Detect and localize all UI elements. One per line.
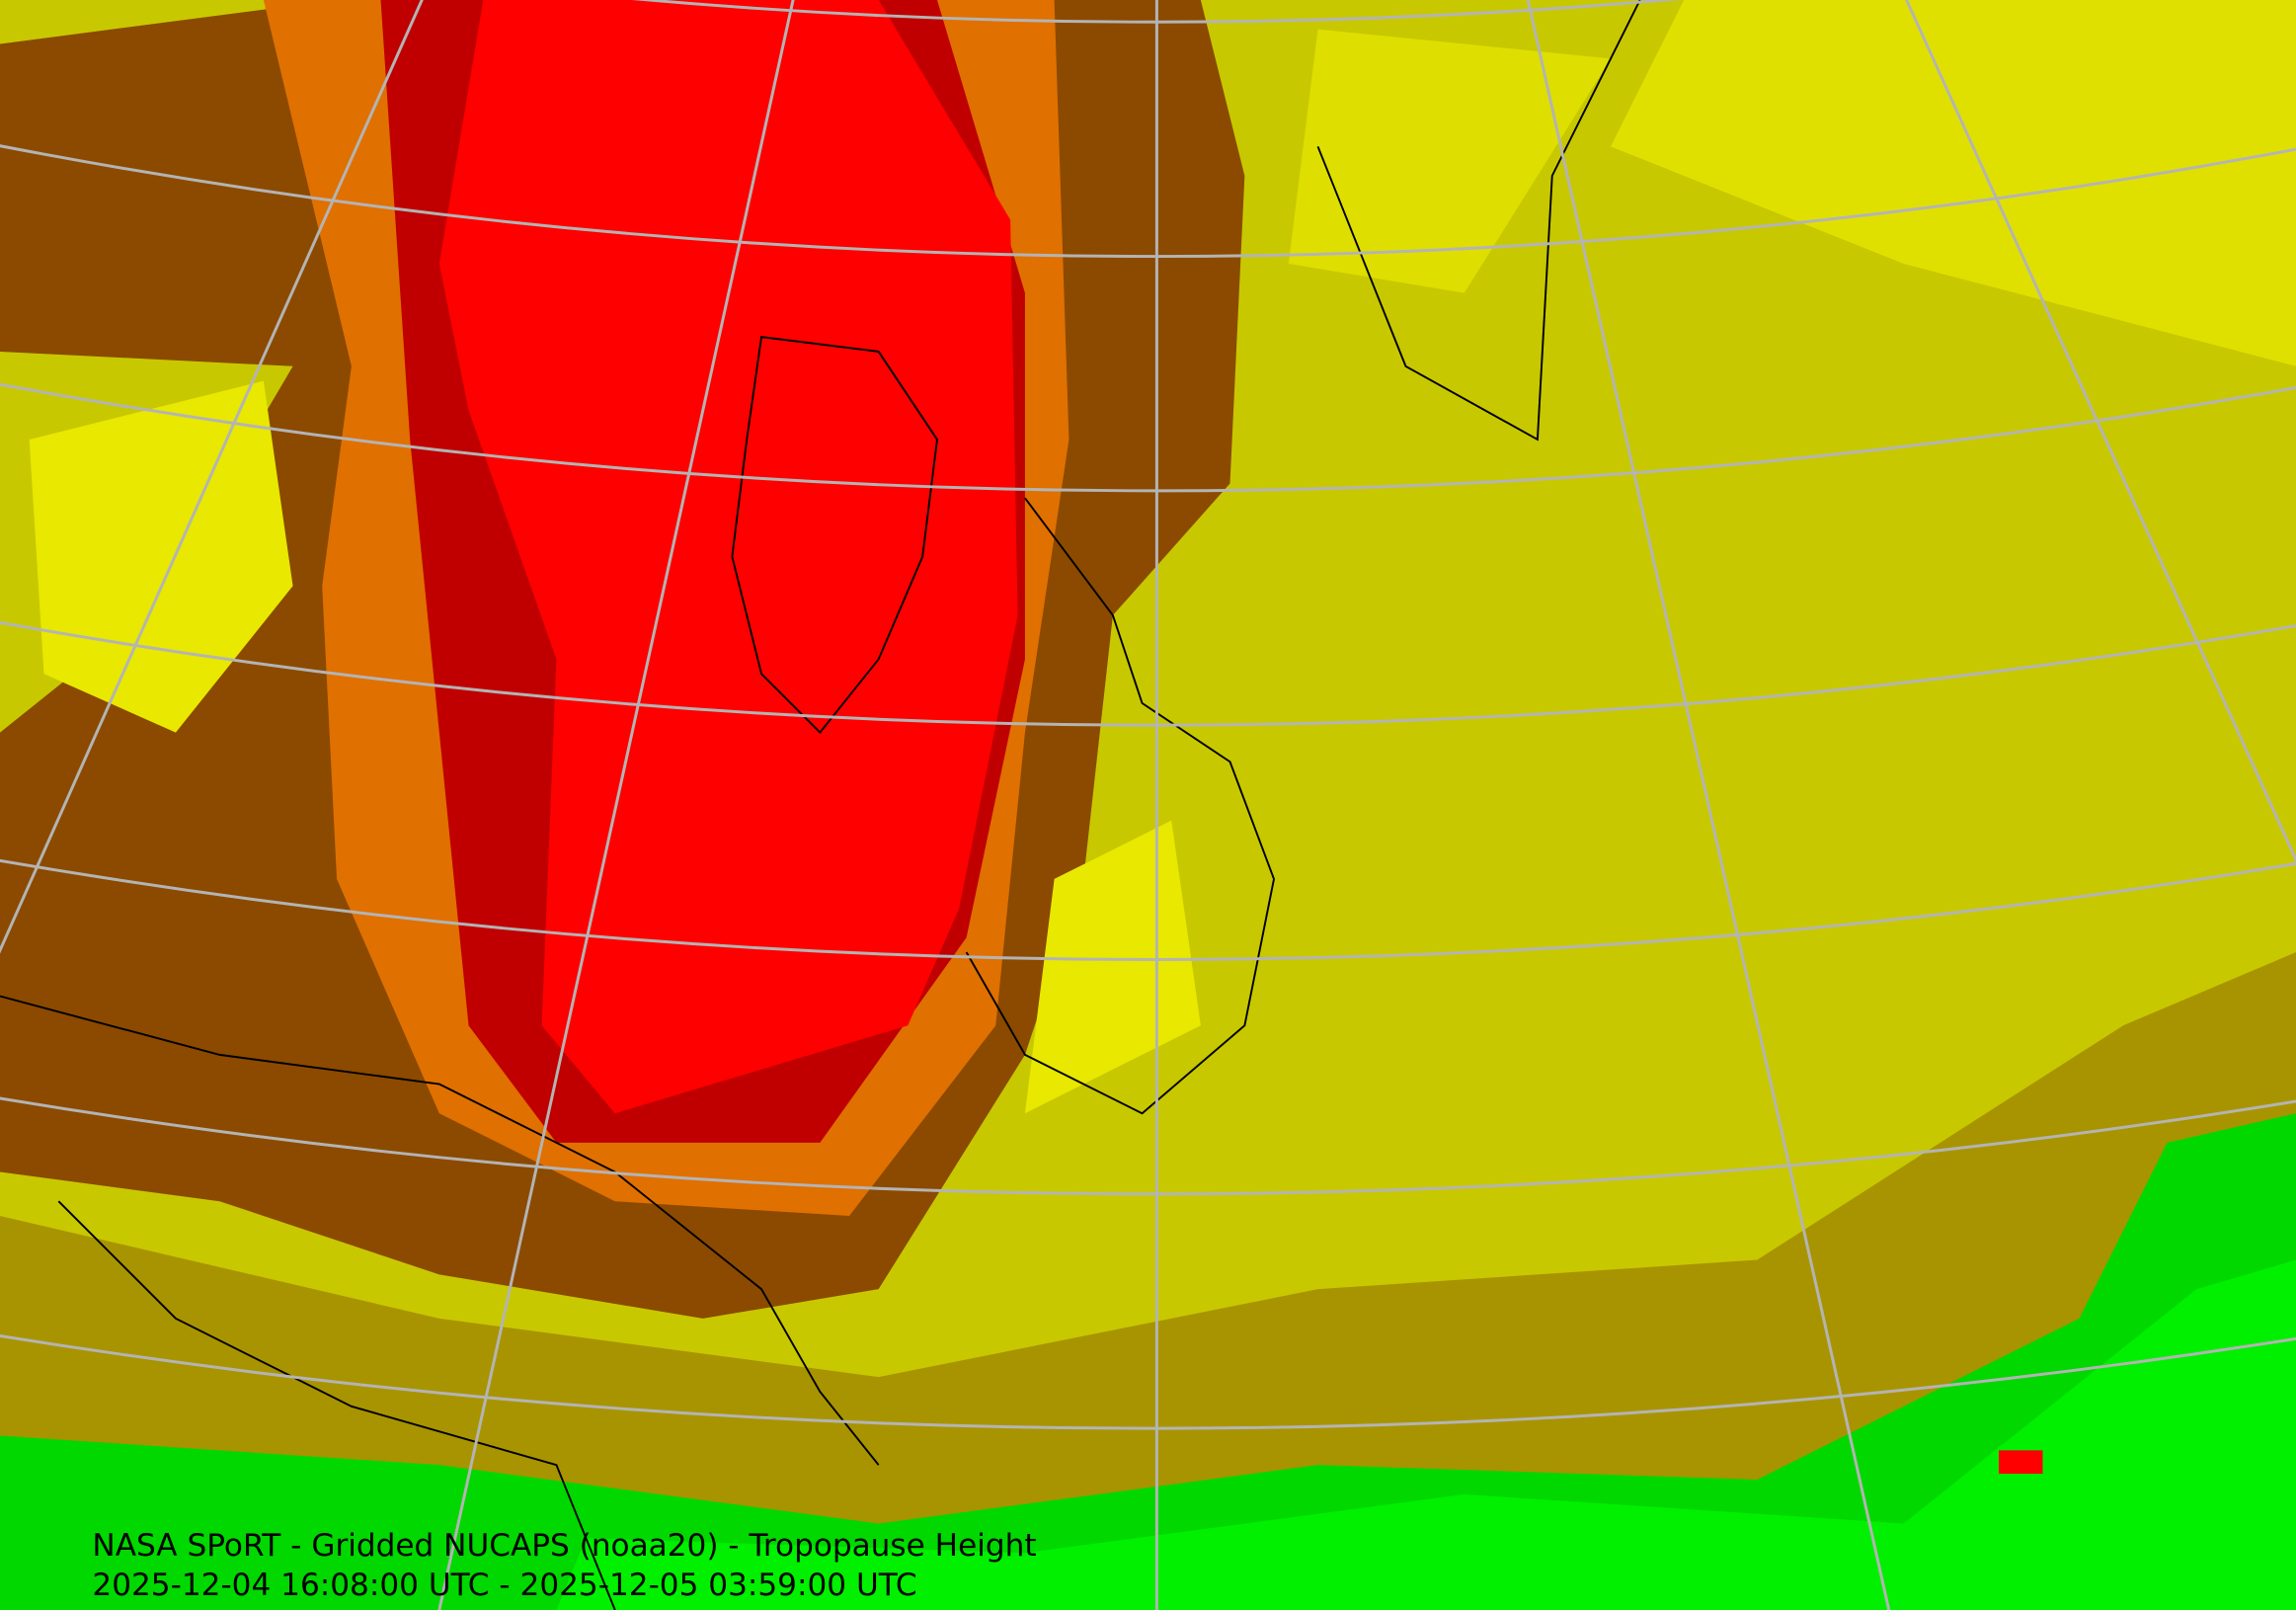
field-yellow-ne <box>1611 0 2296 366</box>
field-green-light <box>556 1259 2296 1610</box>
coastlines <box>0 0 1641 1610</box>
field-green <box>0 1113 2296 1610</box>
coastline <box>1316 0 1641 442</box>
meridian <box>437 0 795 1610</box>
field-yellow-w <box>29 380 293 733</box>
field-red <box>438 0 1018 1114</box>
field-olive <box>0 952 2296 1610</box>
field-yellow-n <box>1288 29 1612 293</box>
coastline <box>731 336 938 735</box>
coastline <box>57 1200 616 1610</box>
coastline <box>965 497 1276 1115</box>
field-red-spot <box>1998 1450 2043 1475</box>
caption-title: NASA SPoRT - Gridded NUCAPS (noaa20) - T… <box>92 1528 1036 1564</box>
caption-time-range: 2025-12-04 16:08:00 UTC - 2025-12-05 03:… <box>92 1568 916 1603</box>
meridian <box>1526 0 1891 1610</box>
